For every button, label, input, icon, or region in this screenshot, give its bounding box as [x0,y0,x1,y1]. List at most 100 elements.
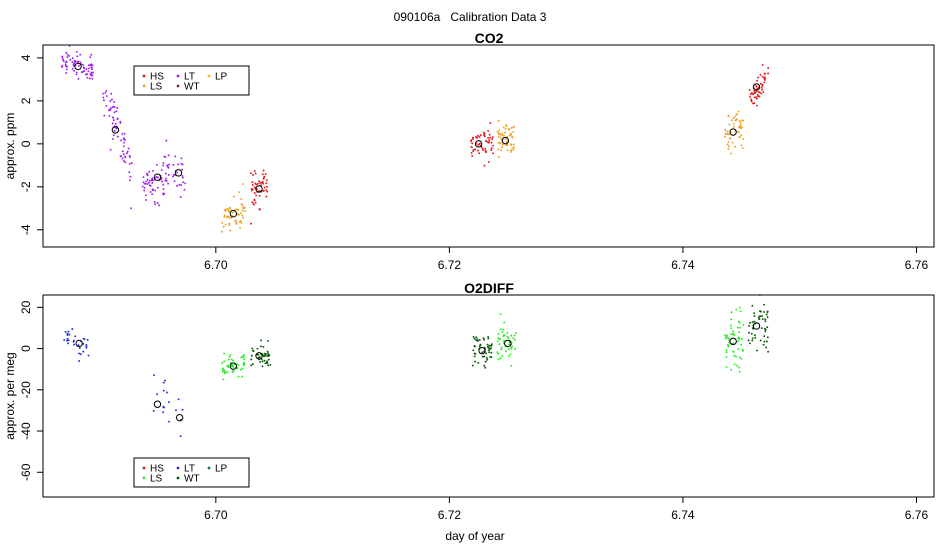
o2diff-data-point [165,391,168,394]
co2-data-point [484,147,487,150]
co2-data-point [161,180,164,183]
co2-data-point [103,114,106,117]
co2-data-point [82,66,85,69]
o2diff-data-point [724,334,727,337]
co2-data-point [102,96,105,99]
co2-data-point [90,71,93,74]
o2diff-x-axis-label: day of year [445,529,504,543]
o2diff-data-point [510,347,513,350]
co2-data-point [172,173,175,176]
co2-data-point [112,116,115,119]
co2-data-point [512,146,515,149]
co2-data-point [104,91,107,94]
o2diff-data-point [733,354,736,357]
co2-data-point [487,136,490,139]
co2-data-point [253,169,256,172]
o2diff-data-point [260,339,263,342]
o2diff-data-point [267,353,270,356]
o2diff-data-point [68,333,71,336]
o2diff-data-point [484,360,487,363]
o2diff-data-point [179,435,182,438]
co2-data-point [481,147,484,150]
co2-data-point [66,56,69,59]
o2diff-cluster-mean-marker [729,337,737,346]
co2-data-point [501,132,504,135]
o2diff-data-point [742,349,744,352]
co2-data-point [71,61,74,64]
o2diff-data-point [730,327,733,330]
o2diff-data-point [66,339,69,342]
co2-data-point [75,71,78,74]
co2-cluster-mean-marker [501,136,510,145]
co2-data-point [149,190,152,193]
co2-data-point [179,196,182,199]
o2diff-data-point [724,337,727,340]
o2diff-data-point [250,358,253,361]
co2-data-point [263,175,266,178]
co2-data-point [162,188,165,191]
co2-data-point [727,114,730,117]
o2diff-data-point [475,336,478,339]
o2diff-data-point [242,354,245,357]
o2diff-data-point [738,321,741,324]
o2diff-legend-marker-lt [176,466,180,470]
co2-data-point [61,57,64,60]
co2-data-point [143,189,146,192]
o2diff-data-point [766,316,769,319]
o2diff-cluster-mean-marker [255,352,263,360]
co2-data-point [120,139,123,142]
co2-data-point [123,132,126,135]
co2-data-point [506,149,509,152]
o2diff-data-point [490,351,493,354]
co2-data-point [251,184,254,186]
o2diff-cluster-mean-marker [478,346,486,355]
co2-data-point [109,100,112,102]
co2-data-point [176,185,179,187]
co2-data-point [497,119,500,122]
co2-data-point [177,163,180,166]
co2-legend-box [133,65,250,96]
o2diff-data-point [66,332,69,335]
o2diff-data-point [758,315,761,318]
co2-data-point [732,122,735,125]
co2-data-point [729,137,732,140]
o2diff-data-point [738,306,741,309]
co2-data-point [499,142,502,145]
co2-data-point [234,220,237,222]
co2-data-point [158,204,161,207]
co2-data-point [113,106,116,109]
o2diff-data-point [486,358,489,361]
co2-data-point [755,97,758,100]
co2-data-point [151,178,153,180]
co2-data-point [754,91,757,94]
co2-data-point [75,50,78,53]
co2-data-point [113,101,116,104]
o2diff-data-point [482,337,485,340]
co2-legend-label-lt: LT [184,72,195,83]
co2-data-point [731,119,733,122]
co2-data-point [90,66,93,69]
o2diff-data-point [747,339,750,342]
co2-data-point [87,70,90,73]
co2-data-point [155,176,158,178]
co2-data-point [764,73,766,75]
co2-legend-label-lp: LP [215,72,228,83]
o2diff-data-point [63,338,66,341]
o2diff-cluster-mean-marker [752,322,761,330]
co2-data-point [470,152,473,154]
o2diff-data-point [223,352,226,355]
o2diff-data-point [732,350,735,353]
o2diff-data-point [510,334,513,337]
o2diff-data-point [167,401,170,404]
co2-data-point [149,184,152,187]
o2diff-data-point [725,356,728,358]
o2diff-data-point [734,355,737,358]
co2-y-tick-label: 4 [19,54,33,61]
co2-data-point [739,121,742,124]
o2diff-data-point [766,336,769,339]
o2diff-data-point [762,343,765,346]
co2-data-point [74,60,77,63]
co2-data-point [252,202,255,205]
co2-data-point [736,118,739,121]
